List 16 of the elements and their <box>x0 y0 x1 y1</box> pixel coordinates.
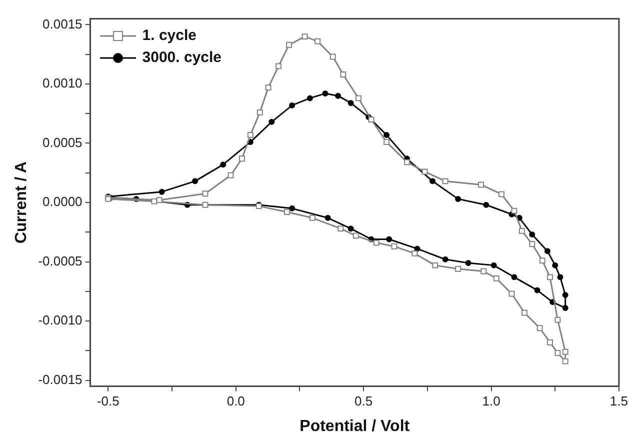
x-tick-label: 1.0 <box>482 394 500 409</box>
y-tick-label: 0.0015 <box>42 16 82 32</box>
y-tick-label: -0.0015 <box>38 372 82 387</box>
x-axis-title: Potential / Volt <box>300 418 410 435</box>
y-tick-label: 0.0005 <box>42 134 82 150</box>
x-tick-label: 1.5 <box>610 394 628 409</box>
y-tick-label: 0.0010 <box>42 76 82 91</box>
x-tick-label: 0.5 <box>354 394 373 409</box>
y-axis-title: Current / A <box>13 161 30 244</box>
y-tick-label: -0.0010 <box>38 312 82 328</box>
legend-label: 3000. cycle <box>142 48 222 68</box>
x-tick-label: 0.0 <box>226 394 245 409</box>
legend-label: 1. cycle <box>142 26 196 46</box>
x-tick-label: -0.5 <box>96 394 120 409</box>
y-tick-label: 0.0000 <box>42 194 82 210</box>
y-tick-label: -0.0005 <box>38 253 82 268</box>
